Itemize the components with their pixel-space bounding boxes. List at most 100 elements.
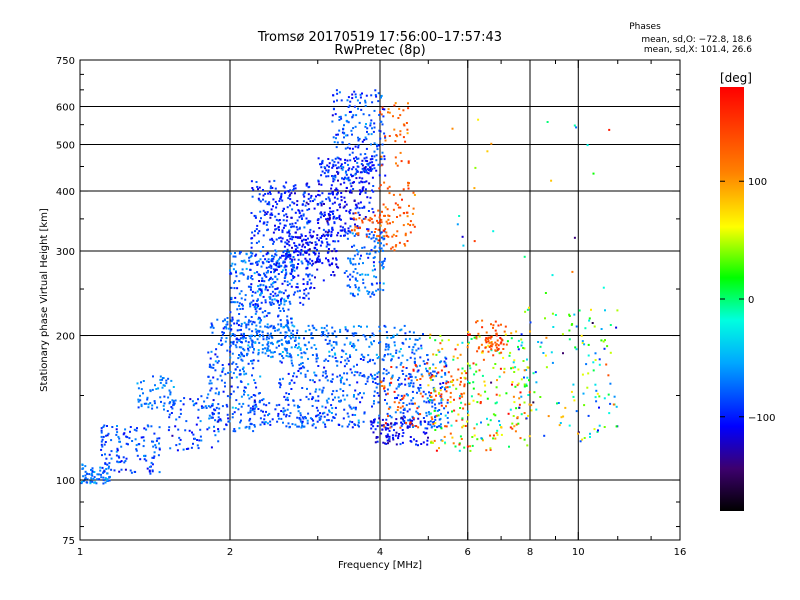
data-point [349, 147, 351, 150]
data-point [364, 101, 367, 104]
data-point [158, 437, 161, 440]
data-point [388, 346, 391, 349]
data-point [355, 397, 358, 400]
data-point [370, 282, 373, 285]
data-point [167, 377, 170, 380]
data-point [399, 133, 402, 136]
data-point [279, 386, 282, 389]
data-point [220, 339, 222, 342]
data-point [260, 290, 263, 293]
data-point [281, 199, 284, 202]
data-point [379, 130, 382, 133]
legend-x-stats: mean, sd,X: 101.4, 26.6 [644, 45, 752, 55]
data-point [344, 359, 347, 362]
data-point [402, 188, 405, 191]
data-point [353, 90, 356, 93]
data-point [247, 275, 250, 278]
data-point [339, 328, 342, 331]
data-point [339, 379, 342, 382]
data-point [314, 276, 316, 279]
data-point [318, 388, 321, 391]
data-point [353, 228, 356, 231]
data-point [463, 385, 466, 388]
data-point [271, 186, 274, 189]
data-point [414, 364, 417, 366]
data-point [267, 414, 269, 417]
data-point [321, 262, 324, 265]
data-point [351, 175, 353, 178]
data-point [397, 435, 400, 437]
data-point [348, 153, 351, 156]
data-point [402, 418, 405, 421]
data-point [526, 444, 529, 447]
data-point [395, 162, 397, 165]
data-point [331, 393, 334, 396]
data-point [317, 365, 320, 367]
data-point [274, 281, 277, 284]
data-point [289, 193, 292, 196]
data-point [383, 235, 386, 238]
data-point [321, 235, 323, 237]
data-point [467, 380, 469, 383]
data-point [267, 312, 270, 315]
data-point [473, 373, 476, 376]
data-point [237, 319, 240, 322]
data-point [271, 336, 274, 339]
data-point [399, 411, 402, 414]
data-point [259, 423, 262, 426]
data-point [290, 235, 293, 238]
data-point [490, 142, 493, 145]
data-point [239, 421, 242, 424]
data-point [422, 360, 425, 363]
data-point [100, 448, 103, 451]
data-point [250, 237, 253, 240]
data-point [210, 382, 213, 385]
data-point [248, 259, 251, 262]
data-point [144, 454, 147, 457]
data-point [370, 343, 373, 346]
data-point [328, 230, 331, 233]
data-point [433, 370, 436, 373]
data-point [265, 286, 268, 289]
data-point [352, 188, 355, 190]
data-point [238, 402, 241, 405]
data-point [381, 108, 384, 110]
data-point [284, 258, 287, 261]
data-point [253, 305, 256, 308]
data-point [261, 330, 264, 333]
data-point [470, 338, 473, 340]
data-point [398, 241, 401, 244]
data-point [200, 395, 203, 398]
data-point [423, 362, 426, 365]
data-point [461, 395, 464, 398]
data-point [261, 280, 263, 282]
data-point [345, 170, 347, 173]
data-point [251, 330, 254, 333]
data-point [322, 371, 325, 374]
data-point [363, 138, 366, 141]
data-point [391, 246, 394, 249]
data-point [289, 257, 292, 260]
data-point [264, 211, 267, 214]
data-point [240, 290, 243, 293]
data-point [270, 212, 273, 215]
data-point [479, 401, 482, 403]
data-point [106, 480, 109, 482]
data-point [280, 291, 283, 294]
data-point [344, 328, 347, 331]
data-point [301, 416, 304, 419]
data-point [417, 444, 419, 447]
data-point [372, 257, 375, 259]
data-point [358, 262, 360, 265]
data-point [359, 273, 362, 276]
data-point [285, 219, 288, 222]
data-point [307, 197, 310, 200]
data-point [346, 237, 349, 240]
data-point [323, 334, 326, 337]
data-point [475, 321, 478, 324]
data-point [103, 424, 106, 427]
data-point [374, 441, 377, 444]
data-point [481, 326, 484, 329]
data-point [295, 375, 298, 378]
data-point [400, 160, 403, 163]
